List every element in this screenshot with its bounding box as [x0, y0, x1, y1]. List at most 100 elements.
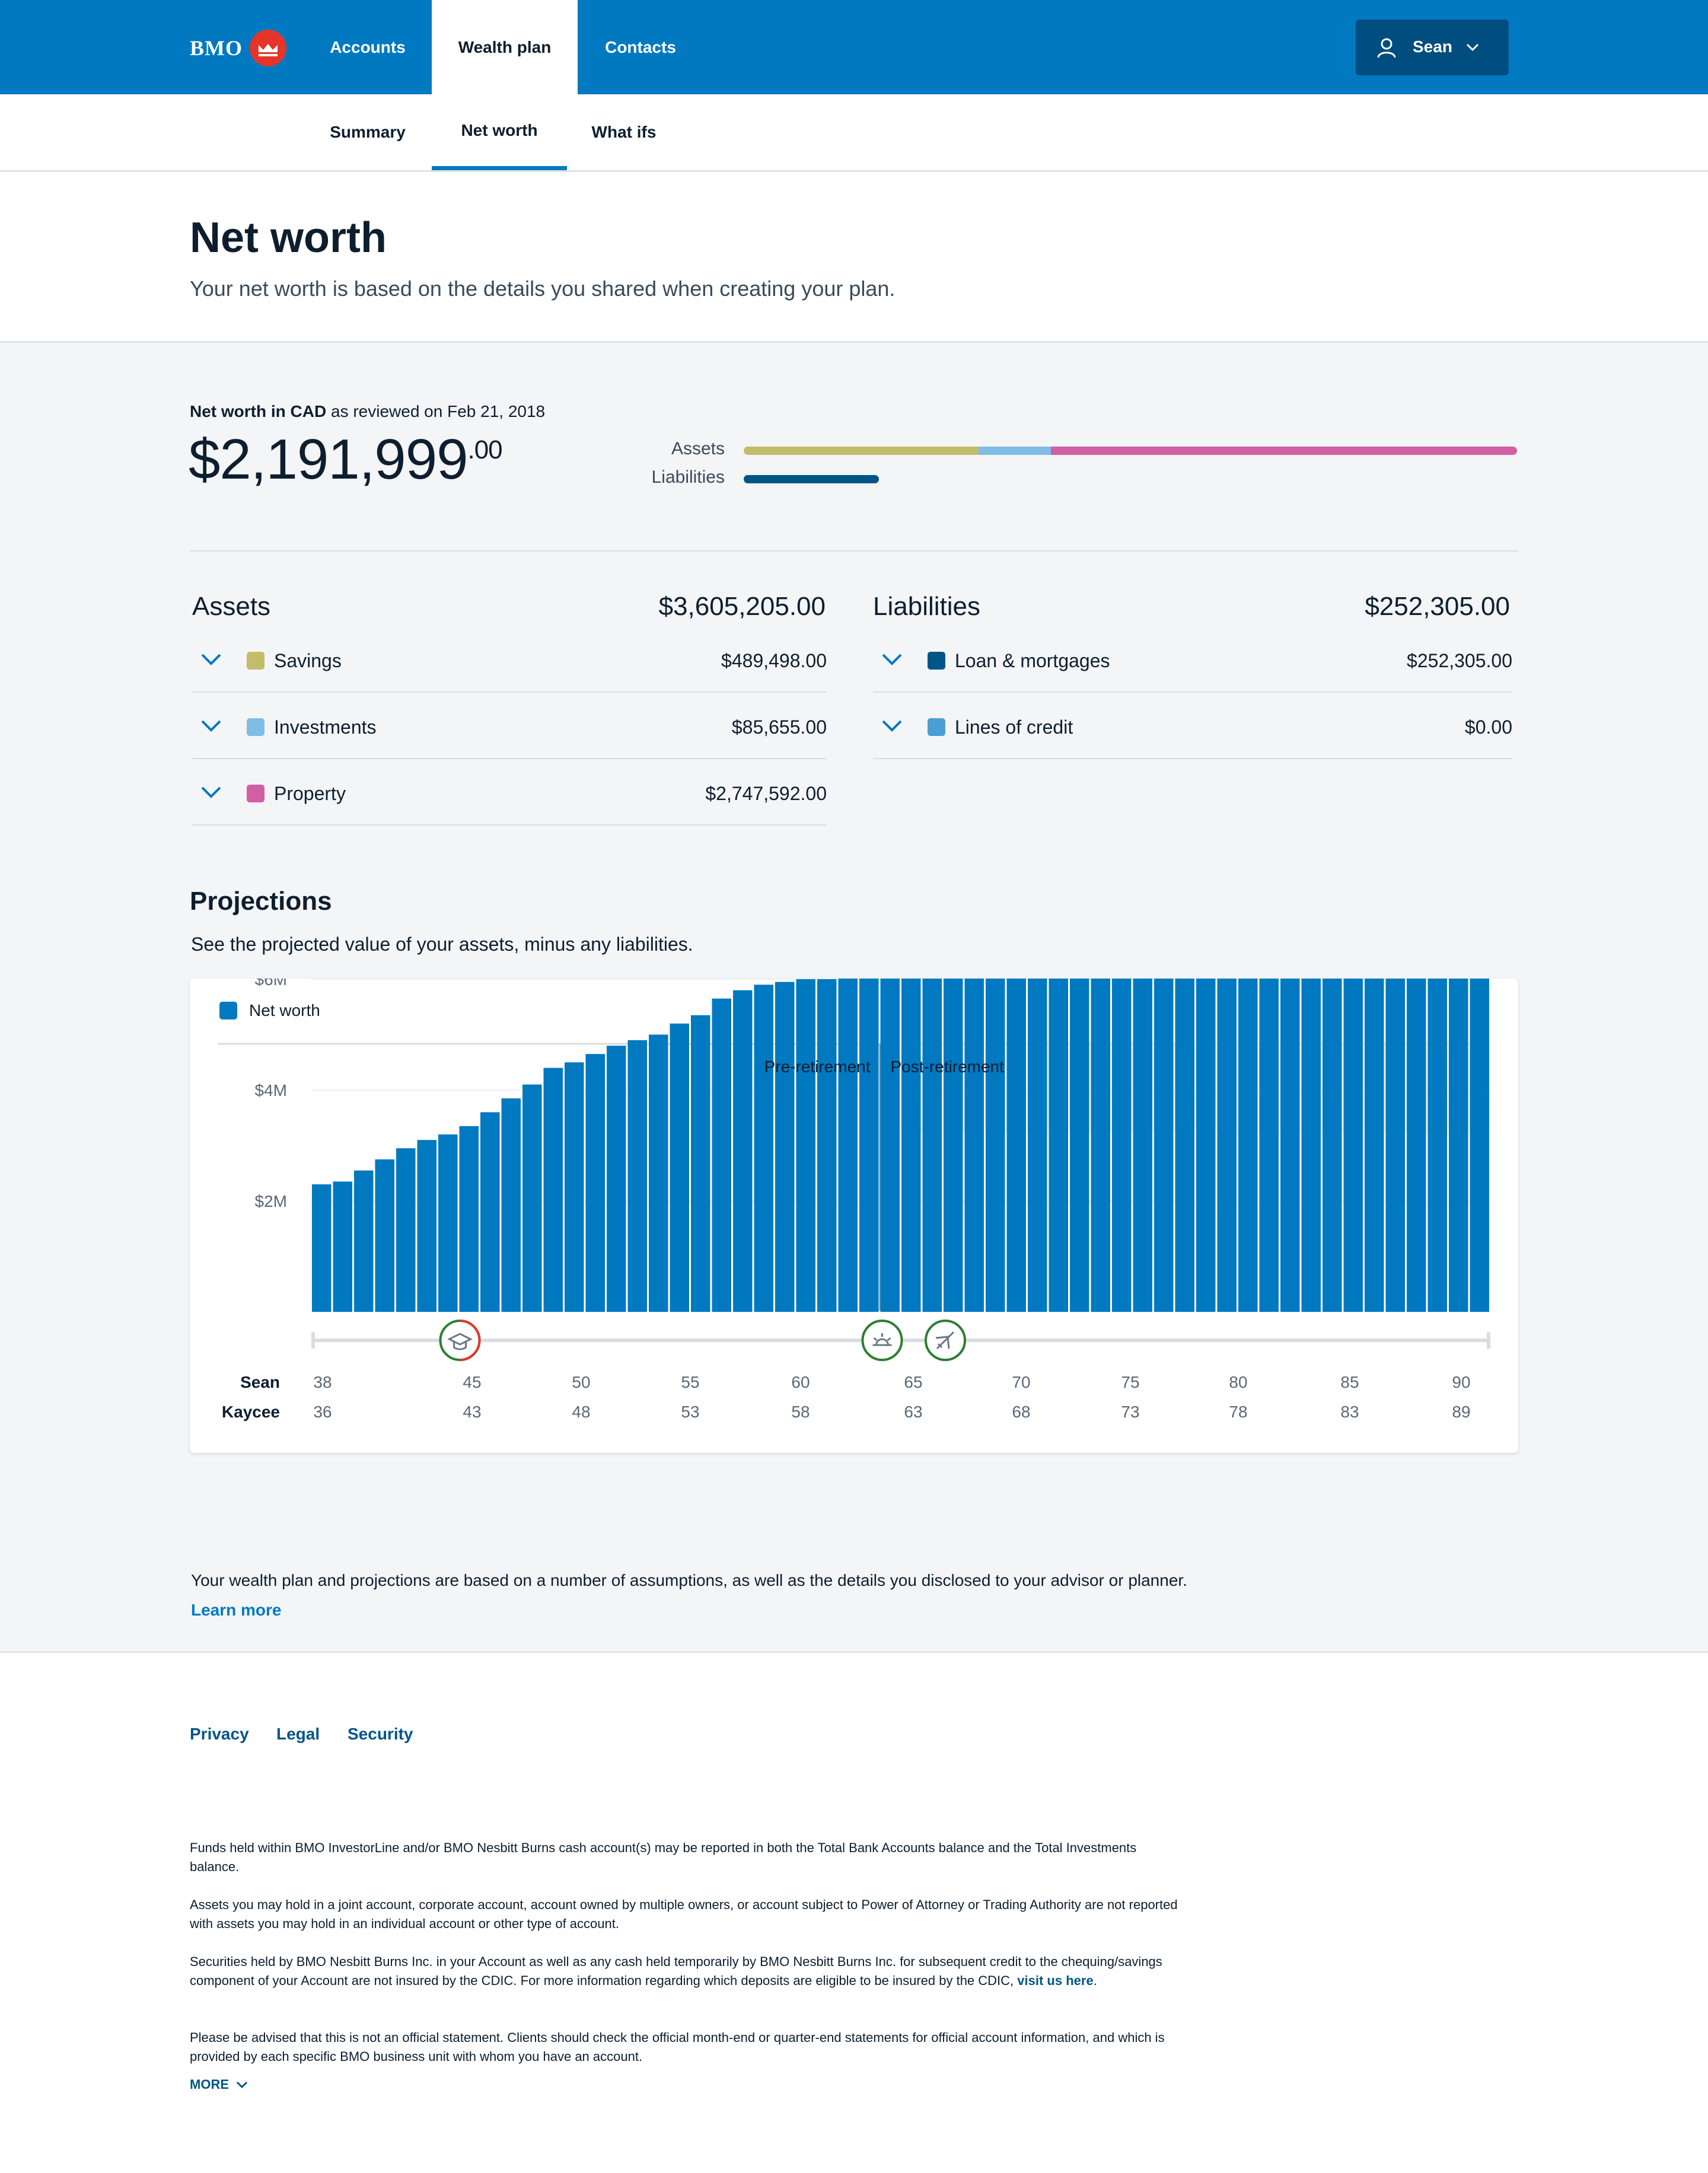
- net-worth-bar: [1070, 979, 1089, 1312]
- user-name: Sean: [1413, 37, 1452, 56]
- chevron-down-icon[interactable]: [881, 719, 903, 733]
- graduation-cap-shape: [447, 1333, 473, 1350]
- net-worth-bar: [396, 1148, 416, 1312]
- net-worth-bar: [1238, 979, 1258, 1312]
- net-worth-bar: [712, 998, 731, 1312]
- nav-tab-wealth-plan[interactable]: Wealth plan: [432, 0, 578, 94]
- chevron-down-icon[interactable]: [200, 652, 222, 667]
- chevron-down-icon: [1466, 43, 1479, 52]
- age-row-name: Sean: [240, 1373, 280, 1391]
- footer-link-security[interactable]: Security: [348, 1725, 413, 1743]
- net-worth-bar: [1385, 979, 1405, 1312]
- net-worth-bar: [922, 979, 942, 1312]
- disclaimer-3-text: Securities held by BMO Nesbitt Burns Inc…: [190, 1954, 1162, 1988]
- net-worth-bar: [607, 1046, 626, 1312]
- net-worth-bar: [670, 1023, 689, 1312]
- liability-label: Loan & mortgages: [955, 650, 1110, 671]
- post-retirement-label: Post-retirement: [891, 1057, 1005, 1076]
- age-tick-label: 55: [681, 1373, 699, 1391]
- net-worth-bar: [1217, 979, 1237, 1312]
- subnav-tab-net-worth[interactable]: Net worth: [432, 94, 567, 170]
- net-worth-bar: [986, 979, 1005, 1312]
- net-worth-bar: [1196, 979, 1216, 1312]
- net-worth-bar: [964, 979, 984, 1312]
- net-worth-bar: [775, 982, 795, 1312]
- asset-row-savings[interactable]: Savings $489,498.00: [192, 626, 827, 693]
- user-menu-button[interactable]: Sean: [1356, 20, 1509, 75]
- asset-amount: $2,747,592.00: [705, 783, 827, 804]
- liabilities-bar-label: Liabilities: [651, 467, 725, 487]
- pre-retirement-label: Pre-retirement: [764, 1057, 871, 1076]
- net-worth-bar: [796, 979, 815, 1312]
- assets-bar-label: Assets: [671, 439, 725, 458]
- net-worth-label-currency: Net worth in CAD: [190, 402, 327, 420]
- net-worth-bar: [1280, 979, 1300, 1312]
- net-worth-bar: [1407, 979, 1426, 1312]
- projections-chart-card: Net worth $2M$4M$6M$8M Pre-retirement Po…: [190, 979, 1518, 1453]
- sunset-icon[interactable]: [861, 1320, 903, 1361]
- airplane-icon[interactable]: [925, 1320, 966, 1361]
- net-worth-bar: [1154, 979, 1174, 1312]
- age-tick-label: 63: [904, 1403, 922, 1421]
- net-worth-bar: [354, 1170, 374, 1312]
- net-worth-bar: [901, 979, 921, 1312]
- net-worth-bar: [1301, 979, 1321, 1312]
- net-worth-amount: $2,191,999: [189, 428, 468, 491]
- footer-link-privacy[interactable]: Privacy: [190, 1725, 249, 1743]
- net-worth-review-date: as reviewed on Feb 21, 2018: [326, 402, 546, 420]
- asset-row-property[interactable]: Property $2,747,592.00: [192, 759, 827, 826]
- age-tick-label: 43: [463, 1403, 481, 1421]
- assets-bar-property: [1051, 447, 1517, 455]
- net-worth-bar: [480, 1112, 500, 1312]
- age-tick-label: 70: [1012, 1373, 1030, 1391]
- sunset-shape: [872, 1333, 892, 1346]
- bmo-logo[interactable]: BMO: [190, 30, 286, 66]
- disclaimer-4: Please be advised that this is not an of…: [190, 2030, 1165, 2064]
- chevron-down-icon[interactable]: [200, 719, 222, 733]
- net-worth-bar: [1133, 979, 1152, 1312]
- brand-wordmark: BMO: [190, 36, 243, 60]
- net-worth-bar: [627, 1040, 647, 1312]
- age-tick-label: 45: [463, 1373, 481, 1391]
- nav-tab-accounts[interactable]: Accounts: [330, 37, 406, 56]
- y-tick-label: $4M: [255, 1081, 287, 1100]
- age-tick-label: 48: [572, 1403, 590, 1421]
- net-worth-bar: [501, 1098, 521, 1312]
- net-worth-bar: [733, 990, 753, 1312]
- sub-nav: Summary Net worth What ifs: [0, 94, 1708, 172]
- asset-row-investments[interactable]: Investments $85,655.00: [192, 693, 827, 759]
- assets-bar-investments: [979, 447, 1051, 455]
- disclaimer-2: Assets you may hold in a joint account, …: [190, 1897, 1178, 1931]
- age-tick-label: 75: [1121, 1373, 1139, 1391]
- asset-amount: $85,655.00: [731, 716, 827, 738]
- nav-tab-contacts[interactable]: Contacts: [605, 37, 676, 56]
- learn-more-link[interactable]: Learn more: [191, 1601, 282, 1619]
- age-tick-label: 73: [1121, 1403, 1139, 1421]
- milestone-progress-arc: [460, 1320, 481, 1361]
- liability-amount: $0.00: [1464, 716, 1512, 738]
- liability-label: Lines of credit: [955, 716, 1073, 738]
- liability-row-loans[interactable]: Loan & mortgages $252,305.00: [873, 626, 1512, 693]
- net-worth-bar: [312, 1184, 332, 1312]
- footer-link-legal[interactable]: Legal: [276, 1725, 320, 1743]
- net-worth-bar: [1259, 979, 1279, 1312]
- subnav-tab-what-ifs[interactable]: What ifs: [591, 123, 657, 141]
- net-worth-bar: [565, 1062, 584, 1312]
- age-tick-label: 60: [791, 1373, 810, 1391]
- visit-us-link[interactable]: visit us here: [1017, 1973, 1094, 1988]
- chevron-down-icon[interactable]: [200, 785, 222, 799]
- more-button[interactable]: MORE: [190, 2077, 248, 2092]
- page-title: Net worth: [190, 214, 387, 262]
- chevron-down-icon[interactable]: [881, 652, 903, 667]
- asset-label: Savings: [274, 650, 342, 671]
- net-worth-bar: [333, 1181, 352, 1312]
- y-tick-label: $6M: [255, 979, 287, 989]
- graduation-cap-icon[interactable]: [439, 1320, 481, 1361]
- chart-legend: Net worth: [219, 1001, 320, 1020]
- net-worth-bar: [1323, 979, 1342, 1312]
- subnav-tab-summary[interactable]: Summary: [330, 123, 406, 141]
- projections-subtitle: See the projected value of your assets, …: [191, 933, 693, 955]
- net-worth-bar: [459, 1126, 479, 1312]
- age-tick-label: 89: [1452, 1403, 1470, 1421]
- liability-row-lines-of-credit[interactable]: Lines of credit $0.00: [873, 693, 1512, 759]
